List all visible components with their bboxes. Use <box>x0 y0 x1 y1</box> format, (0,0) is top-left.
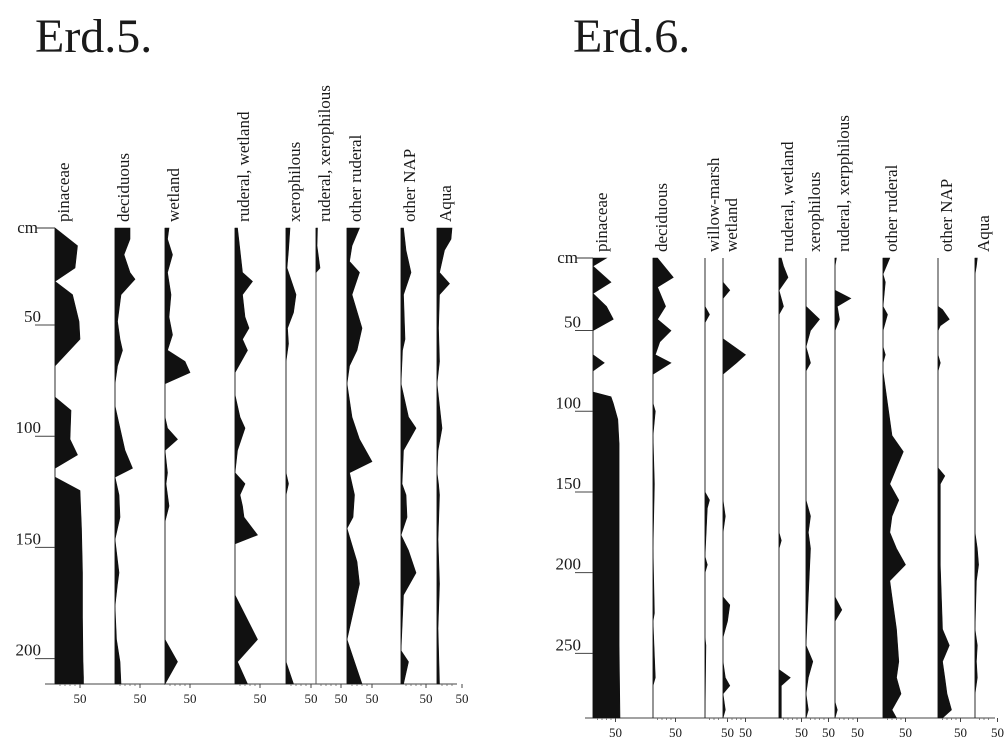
series-silhouette <box>805 258 820 719</box>
x-tick-label: 50 <box>954 725 967 740</box>
depth-unit-label: cm <box>557 248 578 267</box>
series-label: ruderal, wetland <box>778 141 797 252</box>
series-wetland: wetland 50 <box>164 168 197 706</box>
series-ruderal-xerophilous: ruderal, xerophilous 50 <box>315 85 348 706</box>
series-label: xerophilous <box>805 172 824 252</box>
x-tick-label: 50 <box>669 725 682 740</box>
series-deciduous: deciduous 50 <box>114 153 147 706</box>
x-tick-label: 50 <box>420 691 433 706</box>
series-label: xerophilous <box>285 142 304 222</box>
chart-title: Erd.5. <box>35 10 152 63</box>
panel-erd6: Erd.6.cm50100150200250pinaceae50deciduou… <box>556 10 1005 740</box>
series-other-nap: other NAP 50 <box>937 179 967 740</box>
x-tick-label: 50 <box>305 691 318 706</box>
series-silhouette <box>54 227 84 685</box>
x-tick-label: 50 <box>456 691 469 706</box>
series-silhouette <box>834 257 852 719</box>
series-other-ruderal: other ruderal 50 <box>882 164 912 740</box>
depth-tick-label: 50 <box>564 313 581 332</box>
depth-tick-label: 200 <box>556 555 582 574</box>
series-label: pinaceae <box>592 193 611 252</box>
series-willow-marsh: willow-marsh 50 <box>704 157 734 740</box>
depth-tick-label: 100 <box>16 418 42 437</box>
series-silhouette <box>285 227 297 685</box>
series-deciduous: deciduous 50 <box>652 183 682 740</box>
x-tick-label: 50 <box>335 691 348 706</box>
depth-tick-label: 250 <box>556 635 582 654</box>
series-silhouette <box>592 257 621 719</box>
chart-title: Erd.6. <box>573 10 690 63</box>
series-pinaceae: pinaceae 50 <box>54 163 87 706</box>
series-label: other ruderal <box>346 134 365 222</box>
x-tick-label: 50 <box>609 725 622 740</box>
x-tick-label: 50 <box>822 725 835 740</box>
series-label: wetland <box>722 198 741 252</box>
series-label: other ruderal <box>882 164 901 252</box>
series-label: ruderal, xerophilous <box>315 85 334 222</box>
series-silhouette <box>436 227 453 685</box>
depth-tick-label: 50 <box>24 307 41 326</box>
x-tick-label: 50 <box>739 725 752 740</box>
series-wetland: wetland 50 <box>722 198 752 740</box>
series-silhouette <box>400 227 417 685</box>
series-silhouette <box>974 257 979 718</box>
series-xerophilous: xerophilous 50 <box>805 172 835 740</box>
series-silhouette <box>234 227 258 685</box>
series-label: wetland <box>164 168 183 222</box>
series-ruderal-wetland: ruderal, wetland 50 <box>234 111 267 706</box>
x-tick-label: 50 <box>74 691 87 706</box>
x-tick-label: 50 <box>184 691 197 706</box>
x-tick-label: 50 <box>991 725 1004 740</box>
panel-erd5: Erd.5. cm 50 100 150 200 pinaceae 50 deciduous 50… <box>16 10 469 706</box>
series-label: pinaceae <box>54 163 73 222</box>
series-silhouette <box>722 258 746 719</box>
series-label: Aqua <box>436 185 455 222</box>
depth-unit-label: cm <box>17 218 38 237</box>
series-pinaceae: pinaceae 50 <box>592 193 622 740</box>
series-label: ruderal, wetland <box>234 111 253 222</box>
x-tick-label: 50 <box>134 691 147 706</box>
series-other-ruderal: other ruderal 50 <box>346 134 379 706</box>
series-silhouette <box>346 227 373 685</box>
x-tick-label: 50 <box>899 725 912 740</box>
depth-tick-label: 200 <box>16 641 42 660</box>
depth-tick-label: 150 <box>556 474 582 493</box>
series-label: other NAP <box>400 149 419 222</box>
series-silhouette <box>164 227 191 686</box>
x-tick-label: 50 <box>721 725 734 740</box>
series-other-nap: other NAP 50 <box>400 149 433 706</box>
series-label: ruderal, xerpphilous <box>834 115 853 252</box>
series-silhouette <box>652 257 674 718</box>
depth-tick-label: 150 <box>16 529 42 548</box>
series-aqua: Aqua 50 <box>974 215 1004 740</box>
x-tick-label: 50 <box>851 725 864 740</box>
series-silhouette <box>114 227 136 685</box>
series-aqua: Aqua 50 <box>436 185 469 706</box>
series-xerophilous: xerophilous 50 <box>285 142 318 706</box>
series-label: Aqua <box>974 215 993 252</box>
series-silhouette <box>315 227 321 274</box>
series-label: other NAP <box>937 179 956 252</box>
series-label: deciduous <box>114 153 133 222</box>
x-tick-label: 50 <box>254 691 267 706</box>
series-label: willow-marsh <box>704 157 723 252</box>
x-tick-label: 50 <box>795 725 808 740</box>
series-silhouette <box>937 258 952 719</box>
x-tick-label: 50 <box>366 691 379 706</box>
series-ruderal-wetland: ruderal, wetland 50 <box>778 141 808 740</box>
series-ruderal-xerpphilous: ruderal, xerpphilous 50 <box>834 115 864 740</box>
series-silhouette <box>704 258 710 719</box>
series-silhouette <box>882 257 906 719</box>
depth-tick-label: 100 <box>556 393 582 412</box>
series-silhouette <box>778 257 791 719</box>
series-label: deciduous <box>652 183 671 252</box>
